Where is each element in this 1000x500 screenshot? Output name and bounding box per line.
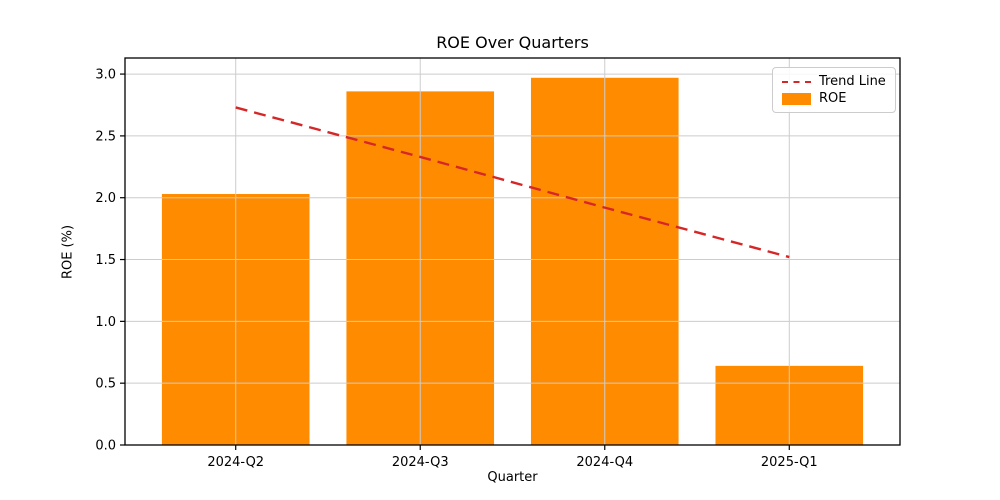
y-tick-label: 2.5 bbox=[95, 129, 116, 144]
y-tick-label: 3.0 bbox=[95, 68, 116, 83]
legend-item-roe: ROE bbox=[782, 90, 886, 107]
trend-line bbox=[235, 106, 790, 259]
y-tick-label: 2.0 bbox=[95, 191, 116, 206]
dashed-line-icon bbox=[782, 80, 811, 83]
y-tick-label: 1.5 bbox=[95, 253, 116, 268]
legend-label: Trend Line bbox=[819, 74, 886, 89]
legend-label: ROE bbox=[819, 91, 847, 106]
axes-frame bbox=[124, 57, 901, 446]
x-tick-label: 2025-Q1 bbox=[761, 455, 818, 470]
y-tick-label: 0.0 bbox=[95, 439, 116, 454]
x-axis-label: Quarter bbox=[487, 470, 538, 485]
y-tick-label: 0.5 bbox=[95, 377, 116, 392]
y-tick-label: 1.0 bbox=[95, 315, 116, 330]
x-tick-label: 2024-Q3 bbox=[392, 455, 449, 470]
x-tick-label: 2024-Q2 bbox=[207, 455, 264, 470]
x-tick-label: 2024-Q4 bbox=[576, 455, 633, 470]
legend-item-trend-line: Trend Line bbox=[782, 73, 886, 90]
chart-title: ROE Over Quarters bbox=[436, 33, 589, 52]
legend: Trend Line ROE bbox=[772, 67, 896, 113]
color-swatch-icon bbox=[782, 92, 811, 105]
